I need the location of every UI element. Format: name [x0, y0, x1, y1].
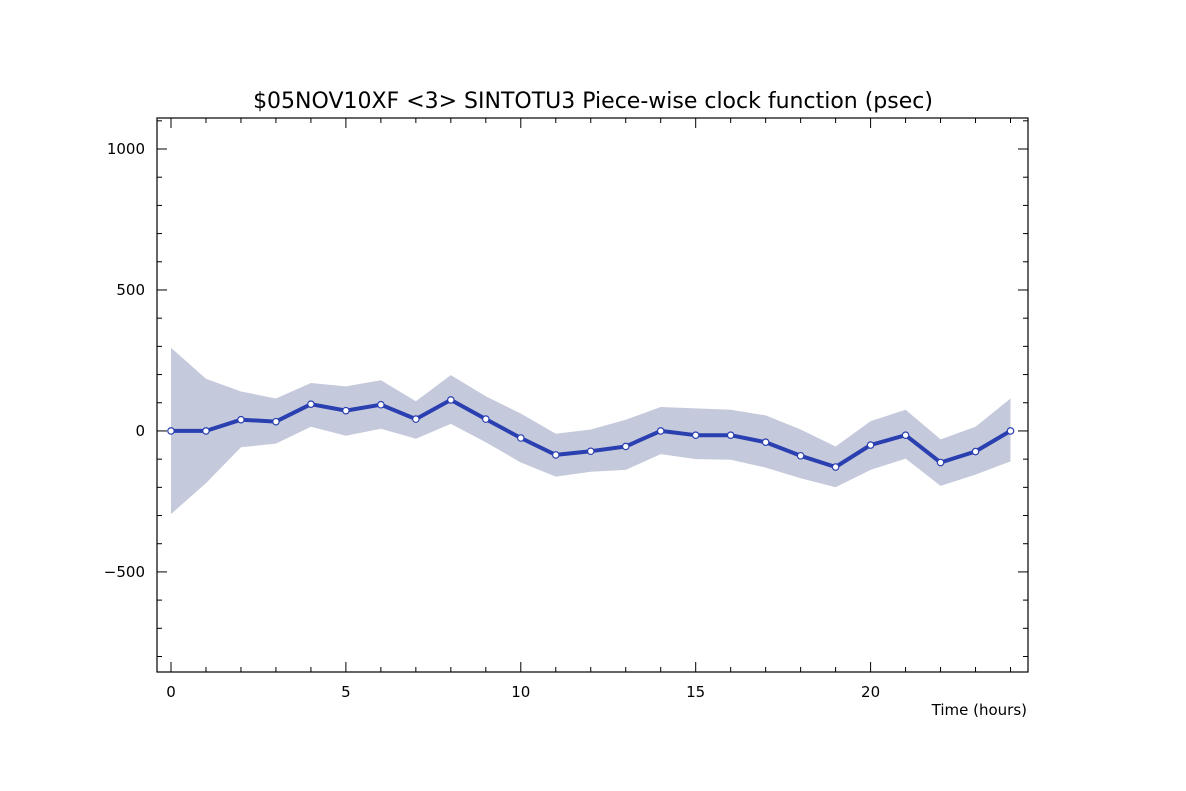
x-tick-label: 20 [861, 683, 880, 701]
y-tick-label: 0 [135, 422, 145, 440]
data-point [831, 463, 840, 471]
chart-title: $05NOV10XF <3> SINTOTU3 Piece-wise clock… [253, 89, 933, 114]
data-point [237, 415, 245, 424]
y-tick-label: −500 [104, 563, 145, 581]
data-point [586, 447, 595, 456]
x-axis-label: Time (hours) [931, 701, 1027, 719]
data-point-layer [167, 396, 1015, 471]
data-point [796, 451, 805, 460]
x-tick-label: 0 [166, 683, 176, 701]
y-tick-label: 500 [116, 281, 145, 299]
data-point [272, 417, 280, 426]
x-tick-label: 10 [511, 683, 530, 701]
data-point [866, 441, 875, 449]
data-point [377, 400, 385, 409]
data-point [971, 447, 980, 456]
x-tick-label: 15 [686, 683, 705, 701]
y-tick-labels: 1000 500 0 −500 [104, 140, 145, 581]
data-point [1006, 427, 1015, 435]
data-point [936, 458, 945, 467]
data-point [482, 415, 490, 423]
uncertainty-band [171, 347, 1011, 515]
data-point [516, 434, 525, 442]
data-point [342, 406, 350, 415]
uncertainty-band-layer [171, 347, 1011, 515]
data-point [551, 451, 560, 459]
data-point [726, 431, 735, 439]
data-point [167, 427, 175, 435]
data-point [202, 427, 210, 435]
data-point [901, 431, 910, 439]
data-point [412, 415, 420, 423]
data-point [307, 400, 315, 408]
plot-frame [156, 117, 1029, 673]
x-tick-label: 5 [341, 683, 351, 701]
data-point [761, 438, 770, 447]
data-point [656, 427, 665, 435]
data-point [691, 431, 700, 439]
data-point [447, 396, 455, 404]
data-point [621, 442, 630, 451]
y-tick-label: 1000 [107, 140, 145, 158]
x-tick-labels: 0 5 10 15 20 [166, 683, 880, 701]
axis-ticks [157, 118, 1028, 672]
